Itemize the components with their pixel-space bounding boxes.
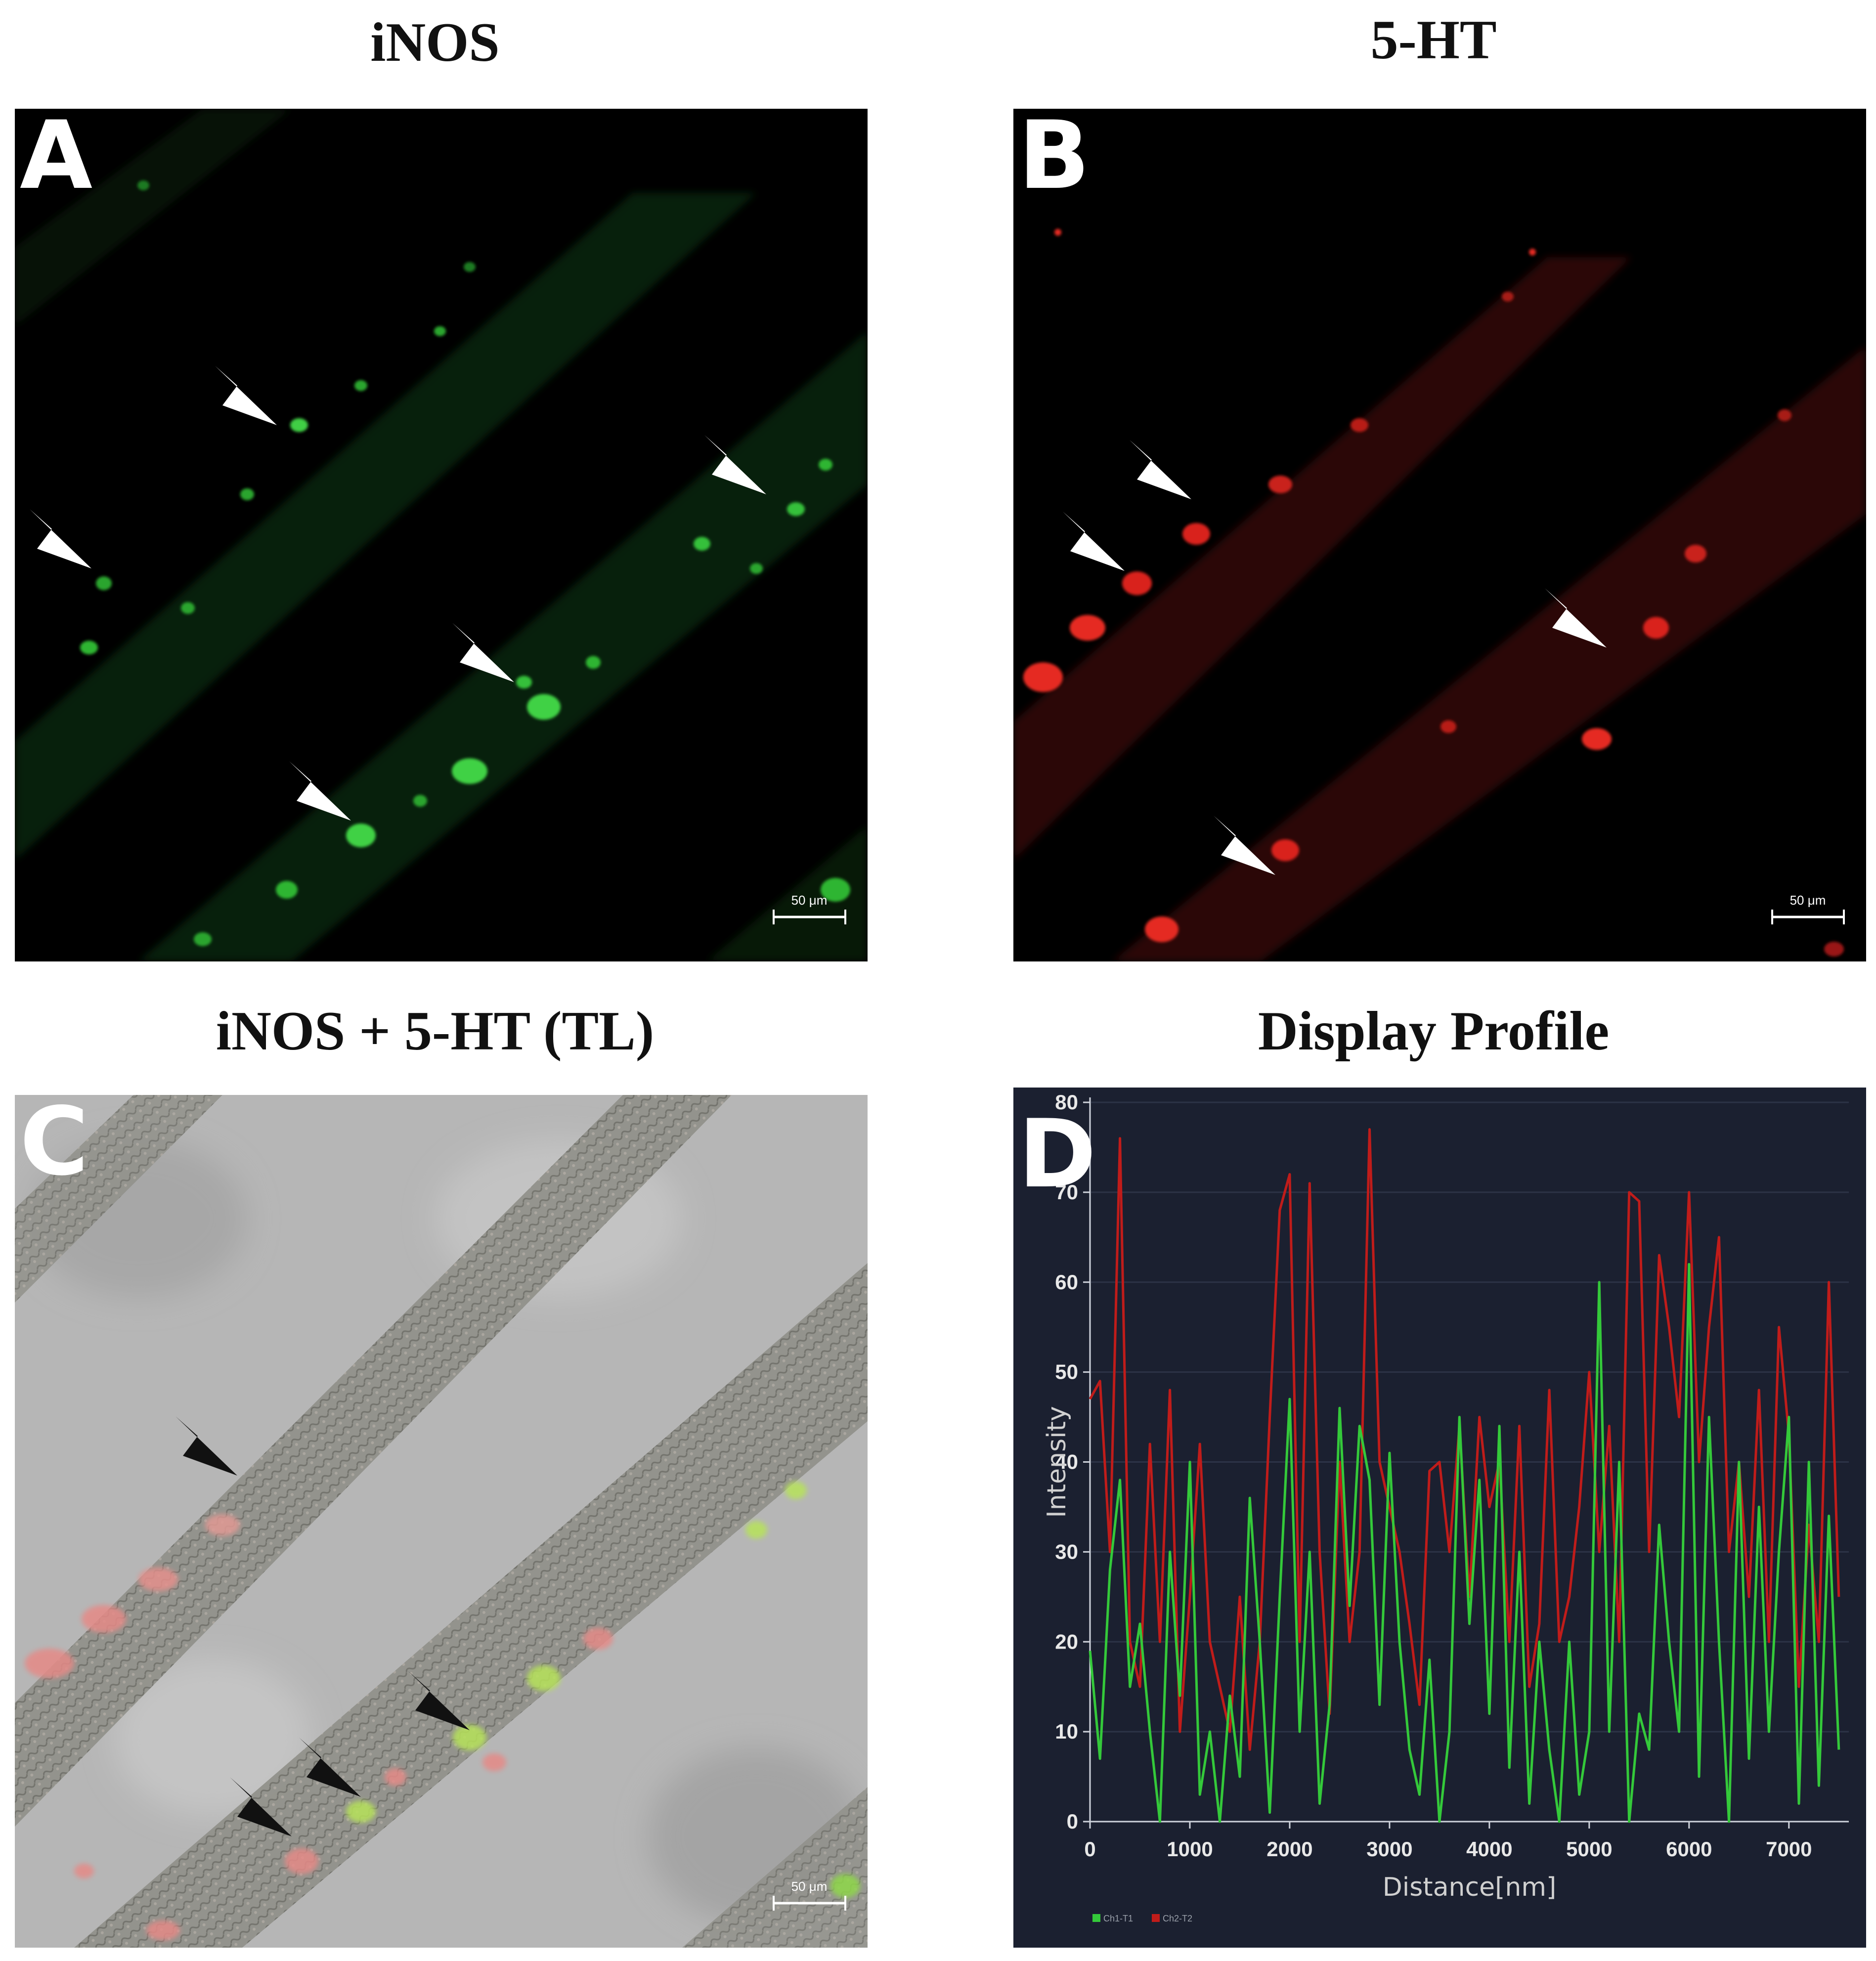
legend-entry: Ch1-T1	[1103, 1914, 1133, 1923]
panel-c-title: iNOS + 5-HT (TL)	[216, 1001, 654, 1062]
legend-swatch	[1092, 1914, 1100, 1922]
series-line-ch2-t2	[1089, 1128, 1840, 1751]
x-tick-label: 5000	[1566, 1837, 1612, 1861]
y-axis-label: Intensity	[1042, 1406, 1072, 1518]
y-tick-label: 80	[1055, 1090, 1078, 1114]
panel-letter-a: A	[20, 109, 93, 210]
y-tick-label: 10	[1055, 1720, 1078, 1743]
x-tick-label: 2000	[1266, 1837, 1312, 1861]
scale-bar-label: 50 μm	[791, 893, 828, 908]
legend-entry: Ch2-T2	[1163, 1914, 1192, 1923]
x-axis-label: Distance[nm]	[1383, 1873, 1557, 1902]
panel-b-title: 5-HT	[1370, 9, 1497, 71]
x-tick-label: 6000	[1666, 1837, 1712, 1861]
arrowhead-markers	[30, 366, 766, 821]
y-tick-label: 20	[1055, 1630, 1078, 1653]
panel-a-micrograph: 50 μm A	[15, 109, 868, 961]
panel-d-profile-chart: 0 10 20 30 40 50 60 70 80 0 1000 2000 3000 4000 5000 60…	[1013, 1088, 1866, 1948]
panel-d-title: Display Profile	[1258, 1001, 1610, 1062]
scale-bar-label: 50 μm	[791, 1879, 828, 1894]
y-tick-label: 0	[1067, 1810, 1078, 1833]
y-tick-label: 70	[1055, 1180, 1078, 1204]
x-tick-label: 4000	[1466, 1837, 1512, 1861]
panel-a-title: iNOS	[370, 12, 500, 73]
x-tick-label: 1000	[1167, 1837, 1213, 1861]
merged-transmitted-light-image: 50 μm	[15, 1095, 868, 1948]
x-tick-label: 7000	[1766, 1837, 1812, 1861]
arrowhead-markers	[1063, 440, 1607, 875]
series-line-ch1-t1	[1089, 1263, 1840, 1823]
intensity-profile-plot: 0 10 20 30 40 50 60 70 80 0 1000 2000 3000 4000 5000 60…	[1042, 1090, 1849, 1923]
legend-swatch	[1152, 1914, 1160, 1922]
serotonin-fluorescence-image: 50 μm	[1013, 229, 1866, 961]
panel-letter-d: D	[1018, 1099, 1096, 1209]
scale-bar: 50 μm	[1771, 893, 1845, 924]
y-tick-label: 60	[1055, 1270, 1078, 1294]
panel-letter-b: B	[1018, 109, 1090, 210]
inos-fluorescence-image: 50 μm	[15, 109, 868, 961]
x-tick-label: 0	[1084, 1837, 1095, 1861]
x-tick-label: 3000	[1366, 1837, 1412, 1861]
panel-letter-c: C	[20, 1095, 89, 1196]
panel-b-micrograph: 50 μm B	[1013, 109, 1866, 961]
panel-c-micrograph: 50 μm C	[15, 1095, 868, 1948]
y-tick-label: 30	[1055, 1540, 1078, 1563]
y-tick-label: 50	[1055, 1360, 1078, 1384]
scale-bar-label: 50 μm	[1790, 893, 1826, 908]
scale-bar: 50 μm	[773, 1879, 846, 1911]
y-tick-label: 40	[1055, 1450, 1078, 1474]
scale-bar: 50 μm	[773, 893, 846, 924]
arrowhead-markers	[175, 1416, 470, 1836]
